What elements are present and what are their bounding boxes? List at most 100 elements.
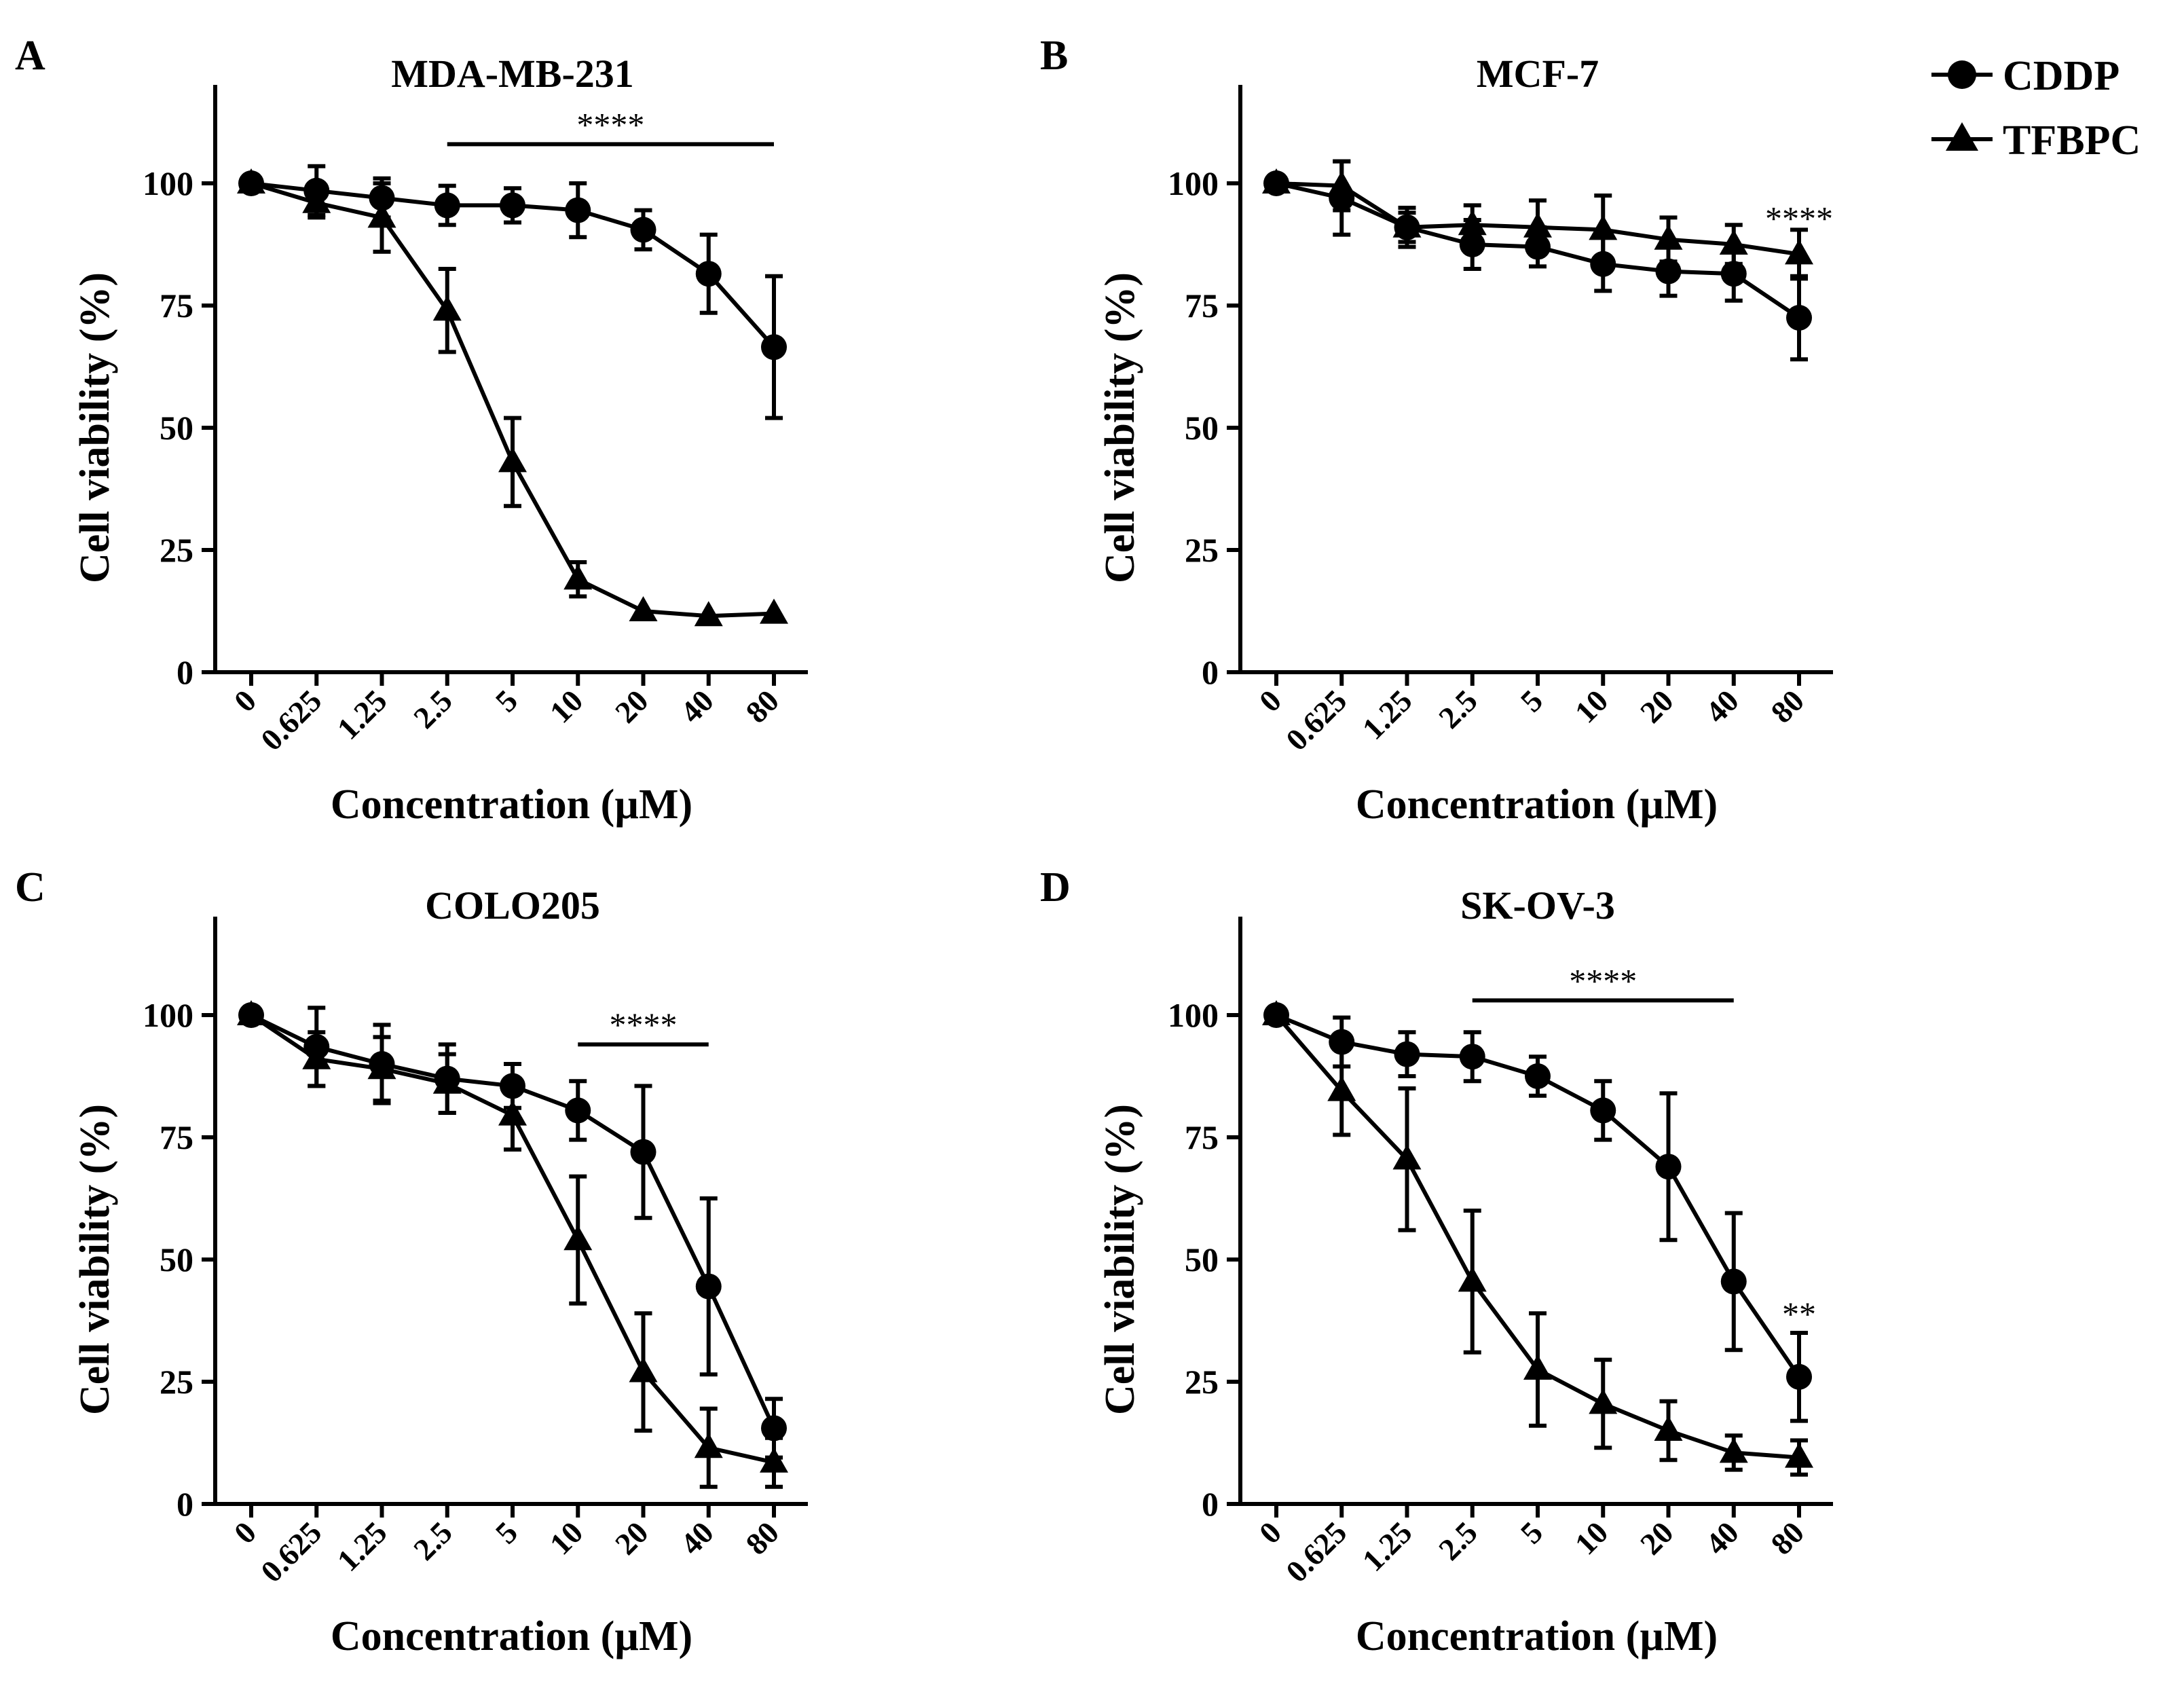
x-tick-label: 2.5	[1432, 1515, 1484, 1567]
x-tick-label: 80	[739, 683, 785, 730]
data-point	[1459, 1044, 1485, 1070]
significance-label: ****	[1765, 199, 1833, 237]
data-point	[432, 295, 462, 321]
data-point	[1392, 212, 1422, 238]
y-tick-label: 0	[177, 1485, 193, 1523]
x-tick-label: 20	[1633, 1515, 1680, 1562]
data-point	[1654, 1416, 1683, 1441]
data-point	[1655, 258, 1682, 284]
data-point	[302, 1044, 331, 1069]
x-tick-label: 0	[227, 683, 263, 718]
y-axis-label: Cell viability (%)	[1097, 1104, 1143, 1415]
x-tick-label: 40	[673, 683, 720, 730]
series-tfbpc	[237, 1000, 788, 1489]
y-tick-label: 25	[1185, 531, 1219, 569]
y-tick-label: 75	[1185, 1118, 1219, 1156]
data-point	[1589, 215, 1618, 240]
data-point	[1523, 1355, 1552, 1380]
data-point	[695, 261, 722, 287]
y-tick-label: 50	[160, 1241, 193, 1279]
x-tick-label: 2.5	[407, 683, 459, 735]
panel-title: MCF-7	[1477, 52, 1599, 96]
data-point	[498, 1100, 527, 1126]
y-tick-label: 25	[1185, 1363, 1219, 1401]
data-point	[500, 192, 525, 219]
data-point	[1327, 1076, 1356, 1101]
x-tick-label: 0.625	[1279, 1515, 1353, 1589]
x-axis-label: Concentration (µM)	[331, 1613, 692, 1659]
data-point	[1590, 1097, 1616, 1124]
data-point	[237, 168, 265, 194]
y-tick-label: 75	[160, 287, 193, 325]
y-tick-label: 25	[160, 1363, 193, 1401]
data-point	[237, 1000, 265, 1025]
series-cddp	[1263, 1002, 1812, 1423]
data-point	[367, 1054, 396, 1080]
legend-tfbpc-label: TFBPC	[2003, 117, 2141, 164]
data-point	[1262, 1000, 1291, 1025]
data-point	[760, 1447, 788, 1473]
x-tick-label: 2.5	[1432, 683, 1484, 735]
x-tick-label: 5	[1514, 683, 1549, 718]
data-point	[760, 598, 788, 624]
data-point	[1458, 1266, 1487, 1292]
panel-letter: C	[15, 864, 45, 911]
y-axis-label: Cell viability (%)	[72, 272, 118, 583]
y-tick-label: 75	[1185, 287, 1219, 325]
x-tick-label: 20	[1633, 683, 1680, 730]
x-tick-label: 0.625	[254, 683, 328, 757]
data-point	[761, 1415, 787, 1441]
y-tick-label: 0	[1202, 653, 1219, 691]
x-tick-label: 20	[608, 1515, 655, 1562]
x-tick-label: 20	[608, 683, 655, 730]
data-point	[1655, 1154, 1682, 1180]
x-tick-label: 80	[1764, 683, 1811, 730]
x-tick-label: 10	[1568, 683, 1615, 730]
y-tick-label: 75	[160, 1118, 193, 1156]
y-tick-label: 100	[1168, 996, 1219, 1034]
data-point	[1458, 210, 1487, 236]
data-point	[565, 1097, 591, 1124]
data-point	[1785, 1442, 1813, 1468]
y-axis-label: Cell viability (%)	[72, 1104, 118, 1415]
x-axis-label: Concentration (µM)	[1356, 1613, 1718, 1659]
data-point	[1589, 1389, 1618, 1414]
panel-letter: A	[15, 33, 45, 79]
legend: CDDP TFBPC	[1931, 53, 2141, 164]
panel-letter: B	[1040, 33, 1068, 79]
panel-title: SK-OV-3	[1460, 883, 1615, 927]
x-tick-label: 5	[489, 683, 524, 718]
data-point	[1262, 168, 1291, 194]
y-tick-label: 50	[1185, 1241, 1219, 1279]
data-point	[1785, 239, 1813, 265]
x-tick-label: 80	[1764, 1515, 1811, 1562]
data-point	[1786, 1363, 1812, 1390]
data-point	[1719, 1437, 1748, 1463]
data-point	[432, 1068, 462, 1094]
x-tick-label: 10	[543, 1515, 590, 1562]
legend-cddp-label: CDDP	[2003, 53, 2120, 99]
data-point	[1394, 1041, 1420, 1067]
significance-label: **	[1782, 1295, 1816, 1333]
y-tick-label: 0	[177, 653, 193, 691]
y-tick-label: 0	[1202, 1485, 1219, 1523]
x-tick-label: 0	[1253, 1515, 1288, 1550]
x-tick-label: 5	[489, 1515, 524, 1550]
data-point	[498, 447, 527, 473]
x-tick-label: 0	[227, 1515, 263, 1550]
data-point	[1523, 212, 1552, 238]
data-point	[1654, 224, 1683, 250]
y-tick-label: 50	[1185, 409, 1219, 447]
x-tick-label: 80	[739, 1515, 785, 1562]
data-point	[563, 564, 593, 590]
legend-item-cddp: CDDP	[1931, 53, 2120, 99]
data-point	[1720, 1268, 1747, 1295]
significance-label: ****	[610, 1006, 678, 1044]
data-point	[1392, 1144, 1422, 1170]
data-point	[367, 202, 396, 228]
x-tick-label: 1.25	[1356, 683, 1419, 746]
